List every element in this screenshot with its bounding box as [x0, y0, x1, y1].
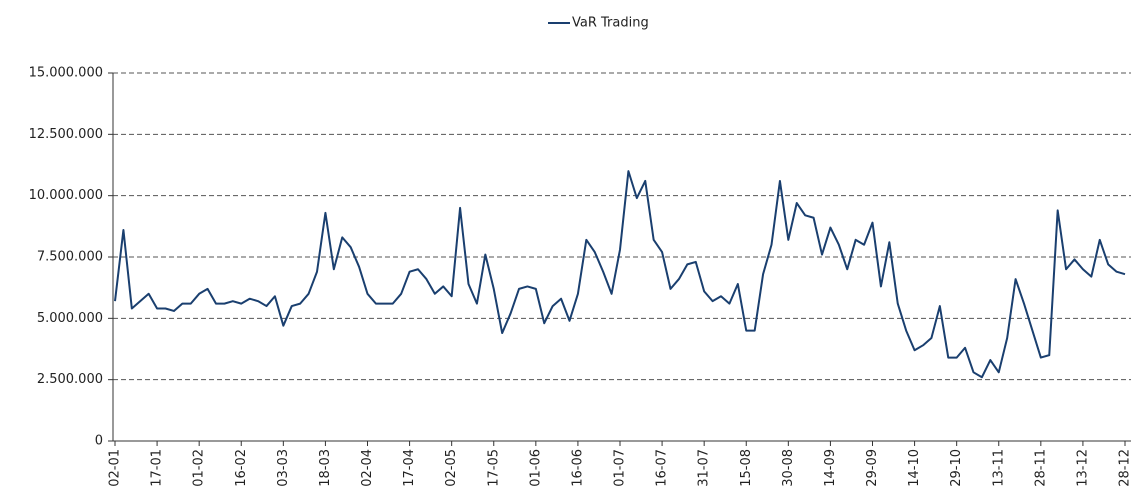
x-tick-label: 14-10 [907, 449, 922, 487]
x-tick-label: 18-03 [318, 449, 333, 487]
x-tick-label: 01-06 [528, 449, 543, 487]
x-tick-label: 01-07 [613, 449, 628, 487]
x-tick-label: 16-02 [234, 449, 249, 487]
y-tick-label: 15.000.000 [29, 66, 103, 81]
x-tick-label: 17-01 [150, 449, 165, 487]
x-tick-label: 31-07 [697, 449, 712, 487]
x-tick-label: 02-01 [108, 449, 123, 487]
x-tick-label: 28-11 [1033, 449, 1048, 487]
x-tick-label: 01-02 [192, 449, 207, 487]
legend-label: VaR Trading [572, 16, 649, 31]
x-tick-label: 03-03 [276, 449, 291, 487]
x-tick-label: 16-07 [655, 449, 670, 487]
x-tick-label: 28-12 [1118, 449, 1131, 487]
x-tick-label: 15-08 [739, 449, 754, 487]
x-tick-label: 16-06 [570, 449, 585, 487]
x-tick-label: 17-04 [402, 449, 417, 487]
y-tick-label: 12.500.000 [29, 127, 103, 142]
x-tick-label: 13-12 [1075, 449, 1090, 487]
y-tick-label: 7.500.000 [37, 250, 103, 265]
x-tick-label: 17-05 [486, 449, 501, 487]
y-tick-label: 2.500.000 [37, 372, 103, 387]
y-tick-label: 0 [95, 434, 103, 449]
x-tick-label: 02-04 [360, 449, 375, 487]
y-tick-label: 5.000.000 [37, 311, 103, 326]
x-tick-label: 29-10 [949, 449, 964, 487]
x-tick-label: 30-08 [781, 449, 796, 487]
x-tick-label: 14-09 [823, 449, 838, 487]
x-tick-label: 13-11 [991, 449, 1006, 487]
data-line [114, 170, 1126, 379]
x-tick-label: 02-05 [444, 449, 459, 487]
x-tick-label: 29-09 [865, 449, 880, 487]
y-tick-label: 10.000.000 [29, 188, 103, 203]
